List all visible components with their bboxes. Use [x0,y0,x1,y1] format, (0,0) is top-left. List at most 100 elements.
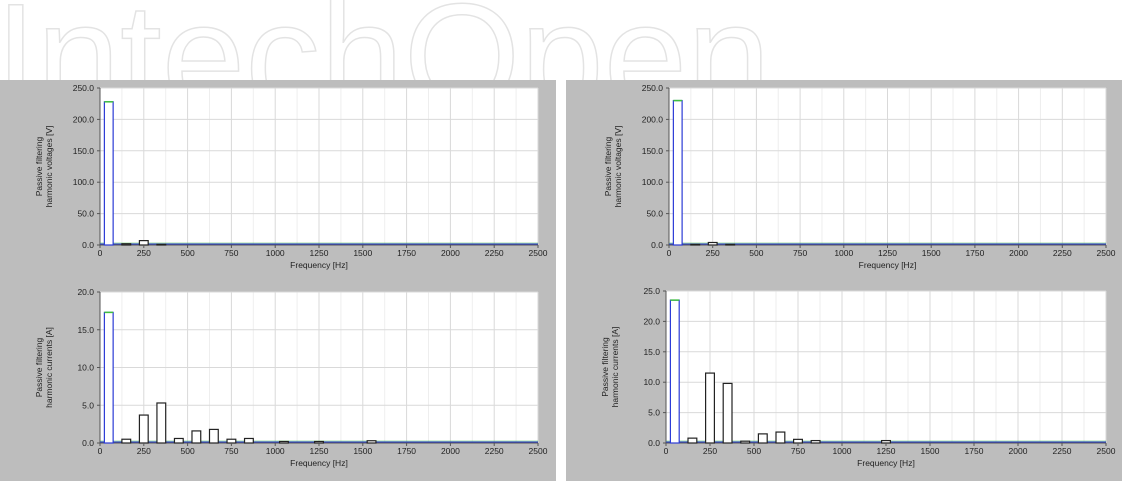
bar [775,431,786,444]
x-tick-label: 2250 [485,248,504,258]
x-tick-label: 1250 [310,248,329,258]
watermark-logo: IntechOpen [0,0,771,80]
y-axis-label-line1: Passive filtering [600,337,610,397]
bar [156,402,167,444]
x-tick-label: 0 [664,446,669,456]
bar [121,243,132,246]
chart-panel-top-left: 0 250 500 750 1000 1250 1500 1750 2000 2250 2500 0.… [0,80,556,280]
bar [705,372,716,444]
x-tick-label: 250 [706,248,720,258]
x-tick-label: 2000 [1009,446,1028,456]
bar [722,382,733,444]
x-tick-label: 0 [98,248,103,258]
x-tick-label: 1500 [922,248,941,258]
x-tick-label: 2250 [1053,248,1072,258]
y-tick-label: 200.0 [642,114,664,124]
x-tick-label: 2000 [441,248,460,258]
x-tick-label: 250 [137,248,151,258]
x-tick-label: 500 [749,248,763,258]
bar [810,439,821,444]
y-tick-label: 15.0 [77,325,94,335]
bar [725,243,736,246]
y-tick-label: 0.0 [82,438,94,448]
bar [173,437,184,444]
x-tick-label: 1250 [878,248,897,258]
bar [687,437,698,444]
y-axis-label-line1: Passive filtering [34,136,44,196]
y-axis-label-line1: Passive filtering [34,337,44,397]
charts-grid: 0 250 500 750 1000 1250 1500 1750 2000 2250 2500 0.… [0,80,1122,481]
x-tick-label: 1500 [921,446,940,456]
y-tick-label: 150.0 [73,146,95,156]
x-tick-label: 1750 [397,248,416,258]
x-tick-label: 1750 [965,248,984,258]
grid-lines [99,87,539,246]
y-tick-label: 20.0 [643,316,660,326]
y-tick-label: 100.0 [73,177,95,187]
x-axis-label: Frequency [Hz] [290,458,348,468]
y-tick-label: 150.0 [642,146,664,156]
x-tick-label: 2500 [529,446,548,456]
y-tick-label: 0.0 [648,438,660,448]
x-tick-label: 1000 [266,446,285,456]
x-tick-label: 250 [137,446,151,456]
y-tick-label: 50.0 [646,209,663,219]
x-tick-label: 2500 [529,248,548,258]
x-tick-label: 2000 [1009,248,1028,258]
y-tick-label: 5.0 [82,400,94,410]
y-tick-label: 50.0 [77,209,94,219]
bar [138,240,149,246]
chart-top-left: 0 250 500 750 1000 1250 1500 1750 2000 2250 2500 0.… [34,83,548,270]
bar [226,438,237,444]
x-tick-label: 0 [98,446,103,456]
bar [672,99,683,246]
y-axis-label-line2: harmonic voltages [V] [44,126,54,208]
chart-panel-bottom-right: 0 250 500 750 1000 1250 1500 1750 2000 2250 2500 0.… [566,280,1122,481]
bar [314,440,324,444]
x-tick-label: 2500 [1097,248,1116,258]
x-tick-label: 2250 [1053,446,1072,456]
y-tick-label: 25.0 [643,286,660,296]
x-tick-label: 1250 [877,446,896,456]
bar [707,241,718,246]
bar [757,433,768,444]
bar [191,430,202,444]
bar [243,437,254,444]
bar [138,414,149,444]
y-tick-label: 250.0 [642,83,664,93]
bar [208,428,219,444]
x-tick-label: 1500 [353,248,372,258]
x-tick-label: 500 [181,446,195,456]
bar [740,440,751,444]
grid-lines [668,87,1107,246]
grid-lines [665,290,1107,444]
x-tick-label: 750 [791,446,805,456]
y-tick-label: 0.0 [651,240,663,250]
y-tick-label: 20.0 [77,287,94,297]
bar [690,243,701,246]
x-axis-label: Frequency [Hz] [290,260,348,270]
x-tick-label: 750 [224,248,238,258]
bar [156,243,167,246]
y-tick-label: 250.0 [73,83,95,93]
x-tick-label: 2250 [485,446,504,456]
y-axis-label-line2: harmonic voltages [V] [613,126,623,208]
x-tick-label: 1500 [353,446,372,456]
chart-bottom-right: 0 250 500 750 1000 1250 1500 1750 2000 2250 2500 0.… [600,286,1116,468]
x-tick-label: 1000 [833,446,852,456]
bar [793,438,804,444]
x-tick-label: 1000 [834,248,853,258]
x-axis-label: Frequency [Hz] [859,260,917,270]
y-axis-label-line1: Passive filtering [603,136,613,196]
y-tick-label: 10.0 [643,377,660,387]
x-tick-label: 750 [793,248,807,258]
y-tick-label: 100.0 [642,177,664,187]
x-tick-label: 1750 [397,446,416,456]
bar [881,439,892,444]
x-tick-label: 0 [667,248,672,258]
x-tick-label: 500 [181,248,195,258]
bar [278,440,289,444]
bar [121,438,132,444]
x-tick-label: 2000 [441,446,460,456]
x-tick-label: 250 [703,446,717,456]
